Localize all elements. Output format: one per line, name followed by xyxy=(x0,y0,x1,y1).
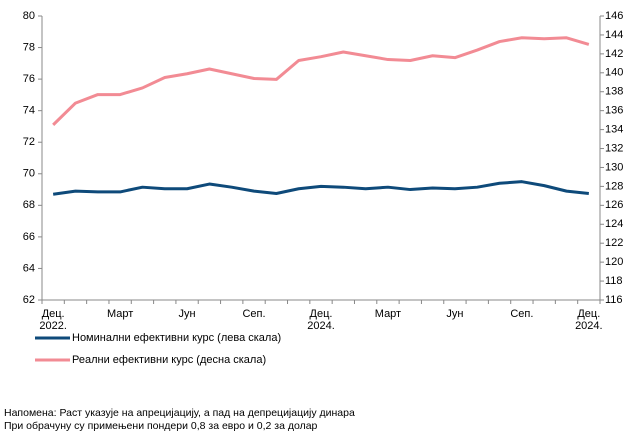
y2-tick-label: 140 xyxy=(605,67,623,79)
series-line xyxy=(52,36,590,126)
y-tick-label: 78 xyxy=(23,41,35,53)
y-tick-label: 64 xyxy=(23,262,35,274)
y2-tick-label: 144 xyxy=(605,29,623,41)
y-tick-label: 80 xyxy=(23,10,35,22)
y-tick-label: 74 xyxy=(23,105,35,117)
y2-tick-label: 124 xyxy=(605,218,623,230)
y2-tick-label: 130 xyxy=(605,161,623,173)
y2-tick-label: 120 xyxy=(605,256,623,268)
y-tick-label: 72 xyxy=(23,136,35,148)
y2-tick-label: 142 xyxy=(605,48,623,60)
y2-tick-label: 122 xyxy=(605,237,623,249)
x-tick-label: Март xyxy=(374,308,402,320)
series-line xyxy=(52,180,589,196)
note: Напомена: Раст указује на апрецијацију, … xyxy=(4,407,355,419)
y2-tick-label: 136 xyxy=(605,105,623,117)
y2-tick-label: 116 xyxy=(605,294,623,306)
x-tick-label: Март xyxy=(106,308,134,320)
y2-tick-label: 126 xyxy=(605,199,623,211)
y2-tick-label: 138 xyxy=(605,86,623,98)
y-tick-label: 76 xyxy=(23,73,35,85)
x-tick-label: Дец. 2024. xyxy=(575,308,603,332)
x-tick-label: Сеп. xyxy=(242,308,266,320)
x-tick-label: Јун xyxy=(178,308,196,320)
y2-tick-label: 118 xyxy=(605,275,623,287)
y-tick-label: 62 xyxy=(23,294,35,306)
x-tick-label: Дец. 2024. xyxy=(307,308,335,332)
note: При обрачуну су примењени пондери 0,8 за… xyxy=(4,420,318,432)
y-tick-label: 66 xyxy=(23,231,35,243)
legend-label: Номинални ефективни курс (лева скала) xyxy=(72,332,281,344)
y2-tick-label: 128 xyxy=(605,180,623,192)
y2-tick-label: 134 xyxy=(605,124,623,136)
legend-label: Реални ефективни курс (десна скала) xyxy=(72,354,266,366)
x-tick-label: Јун xyxy=(446,308,464,320)
y-tick-label: 70 xyxy=(23,168,35,180)
y2-tick-label: 132 xyxy=(605,142,623,154)
x-tick-label: Сеп. xyxy=(510,308,534,320)
y2-tick-label: 146 xyxy=(605,10,623,22)
y-tick-label: 68 xyxy=(23,199,35,211)
x-tick-label: Дец. 2022. xyxy=(39,308,67,332)
